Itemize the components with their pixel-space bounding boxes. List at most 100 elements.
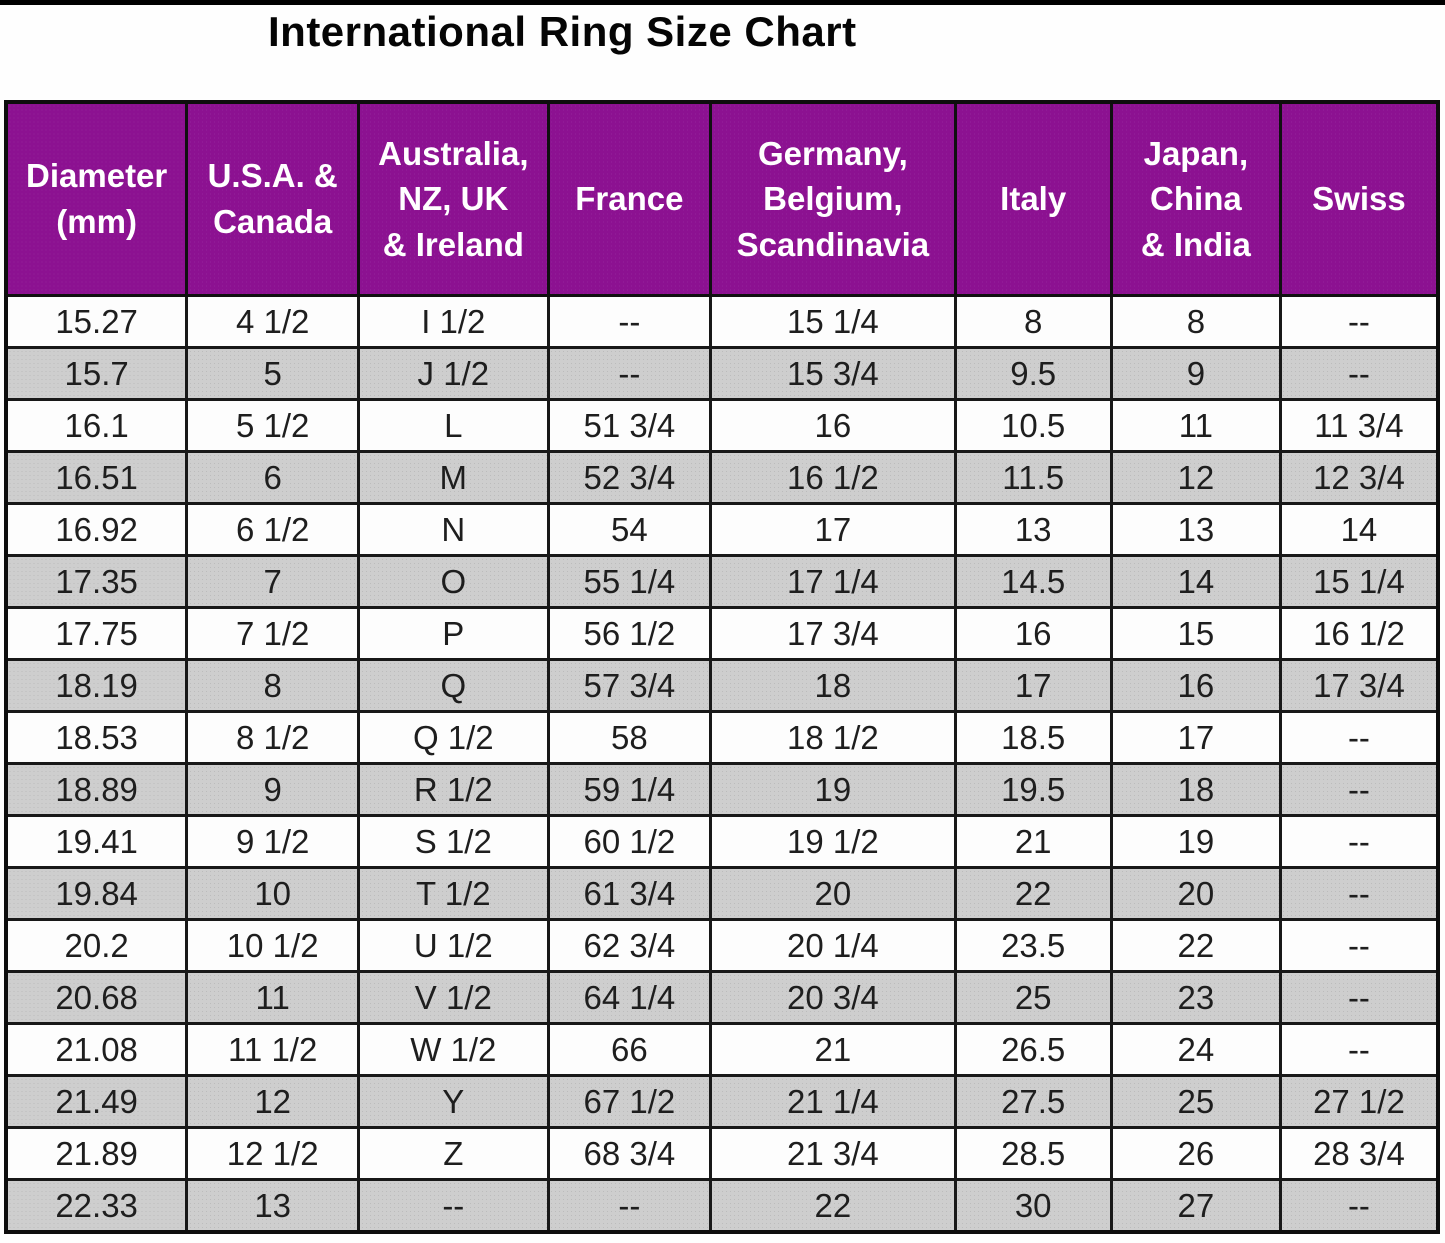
table-cell: 21.49: [4, 1074, 189, 1129]
table-cell: 15 1/4: [709, 294, 957, 349]
table-row: 18.19 8 Q 57 3/4 18 17 16 17 3/4: [4, 658, 1440, 713]
table-row: 21.08 11 1/2 W 1/2 66 21 26.5 24 --: [4, 1022, 1440, 1077]
table-cell: 10.5: [953, 398, 1113, 453]
table-cell: 27: [1109, 1178, 1282, 1234]
table-cell: 7 1/2: [185, 606, 361, 661]
table-row: 16.1 5 1/2 L 51 3/4 16 10.5 11 11 3/4: [4, 398, 1440, 453]
table-cell: L: [357, 398, 550, 453]
table-cell: 12 1/2: [185, 1126, 361, 1181]
table-cell: 18.53: [4, 710, 189, 765]
table-cell: 15 1/4: [1278, 554, 1440, 609]
table-cell: 14: [1109, 554, 1282, 609]
table-cell: 5: [185, 346, 361, 401]
table-cell: --: [1278, 762, 1440, 817]
table-cell: 12 3/4: [1278, 450, 1440, 505]
table-cell: P: [357, 606, 550, 661]
table-row: 17.35 7 O 55 1/4 17 1/4 14.5 14 15 1/4: [4, 554, 1440, 609]
table-cell: 16.1: [4, 398, 189, 453]
table-cell: 17: [1109, 710, 1282, 765]
table-cell: 52 3/4: [546, 450, 713, 505]
ring-size-table: Diameter (mm) U.S.A. & Canada Australia, N…: [4, 100, 1440, 1234]
table-cell: 23.5: [953, 918, 1113, 973]
table-row: 22.33 13 -- -- 22 30 27 --: [4, 1178, 1440, 1234]
table-header: Diameter (mm) U.S.A. & Canada Australia, N…: [4, 100, 1440, 297]
table-cell: 21 1/4: [709, 1074, 957, 1129]
table-cell: 16 1/2: [1278, 606, 1440, 661]
table-cell: I 1/2: [357, 294, 550, 349]
table-cell: 16.92: [4, 502, 189, 557]
table-cell: 10: [185, 866, 361, 921]
table-cell: 17.35: [4, 554, 189, 609]
table-row: 16.51 6 M 52 3/4 16 1/2 11.5 12 12 3/4: [4, 450, 1440, 505]
column-header: France: [546, 100, 713, 297]
table-cell: 7: [185, 554, 361, 609]
table-cell: 62 3/4: [546, 918, 713, 973]
table-cell: W 1/2: [357, 1022, 550, 1077]
table-cell: 22: [1109, 918, 1282, 973]
table-cell: 18: [1109, 762, 1282, 817]
table-cell: 16 1/2: [709, 450, 957, 505]
table-cell: 9.5: [953, 346, 1113, 401]
table-cell: J 1/2: [357, 346, 550, 401]
table-cell: 11.5: [953, 450, 1113, 505]
table-cell: 9: [1109, 346, 1282, 401]
column-header: U.S.A. & Canada: [185, 100, 361, 297]
table-cell: 14.5: [953, 554, 1113, 609]
table-cell: 27.5: [953, 1074, 1113, 1129]
table-cell: R 1/2: [357, 762, 550, 817]
table-cell: 17.75: [4, 606, 189, 661]
table-cell: 14: [1278, 502, 1440, 557]
table-cell: 18 1/2: [709, 710, 957, 765]
table-cell: 21.08: [4, 1022, 189, 1077]
table-cell: 19.5: [953, 762, 1113, 817]
table-cell: --: [546, 294, 713, 349]
table-cell: 18: [709, 658, 957, 713]
table-cell: 66: [546, 1022, 713, 1077]
table-cell: 19.41: [4, 814, 189, 869]
table-cell: 17 3/4: [709, 606, 957, 661]
table-cell: 27 1/2: [1278, 1074, 1440, 1129]
table-cell: 4 1/2: [185, 294, 361, 349]
table-cell: 6 1/2: [185, 502, 361, 557]
table-cell: 13: [1109, 502, 1282, 557]
table-cell: 10 1/2: [185, 918, 361, 973]
table-row: 21.49 12 Y 67 1/2 21 1/4 27.5 25 27 1/2: [4, 1074, 1440, 1129]
table-cell: --: [1278, 1022, 1440, 1077]
table-cell: 23: [1109, 970, 1282, 1025]
table-body: 15.27 4 1/2 I 1/2 -- 15 1/4 8 8 -- 15.7 5 J 1/2 -- 1…: [4, 294, 1440, 1234]
table-cell: O: [357, 554, 550, 609]
table-row: 16.92 6 1/2 N 54 17 13 13 14: [4, 502, 1440, 557]
table-cell: 13: [953, 502, 1113, 557]
table-row: 15.27 4 1/2 I 1/2 -- 15 1/4 8 8 --: [4, 294, 1440, 349]
table-row: 17.75 7 1/2 P 56 1/2 17 3/4 16 15 16 1/2: [4, 606, 1440, 661]
table-cell: T 1/2: [357, 866, 550, 921]
table-cell: 20: [1109, 866, 1282, 921]
table-cell: 8: [953, 294, 1113, 349]
table-header-row: Diameter (mm) U.S.A. & Canada Australia, N…: [4, 100, 1440, 297]
column-header: Japan, China & India: [1109, 100, 1282, 297]
column-header: Diameter (mm): [4, 100, 189, 297]
table-cell: 11: [185, 970, 361, 1025]
table-cell: 58: [546, 710, 713, 765]
table-cell: 17: [709, 502, 957, 557]
table-row: 19.41 9 1/2 S 1/2 60 1/2 19 1/2 21 19 --: [4, 814, 1440, 869]
table-cell: 21 3/4: [709, 1126, 957, 1181]
table-cell: 28 3/4: [1278, 1126, 1440, 1181]
table-cell: 30: [953, 1178, 1113, 1234]
table-cell: 8: [185, 658, 361, 713]
table-cell: 9 1/2: [185, 814, 361, 869]
table-cell: 12: [185, 1074, 361, 1129]
table-cell: 56 1/2: [546, 606, 713, 661]
table-cell: Q 1/2: [357, 710, 550, 765]
table-cell: 64 1/4: [546, 970, 713, 1025]
table-cell: --: [1278, 814, 1440, 869]
table-cell: 21: [709, 1022, 957, 1077]
table-cell: 15 3/4: [709, 346, 957, 401]
table-cell: --: [1278, 918, 1440, 973]
table-cell: --: [1278, 1178, 1440, 1234]
table-cell: 13: [185, 1178, 361, 1234]
table-cell: 18.89: [4, 762, 189, 817]
table-cell: 20: [709, 866, 957, 921]
table-cell: --: [1278, 294, 1440, 349]
table-cell: --: [546, 1178, 713, 1234]
